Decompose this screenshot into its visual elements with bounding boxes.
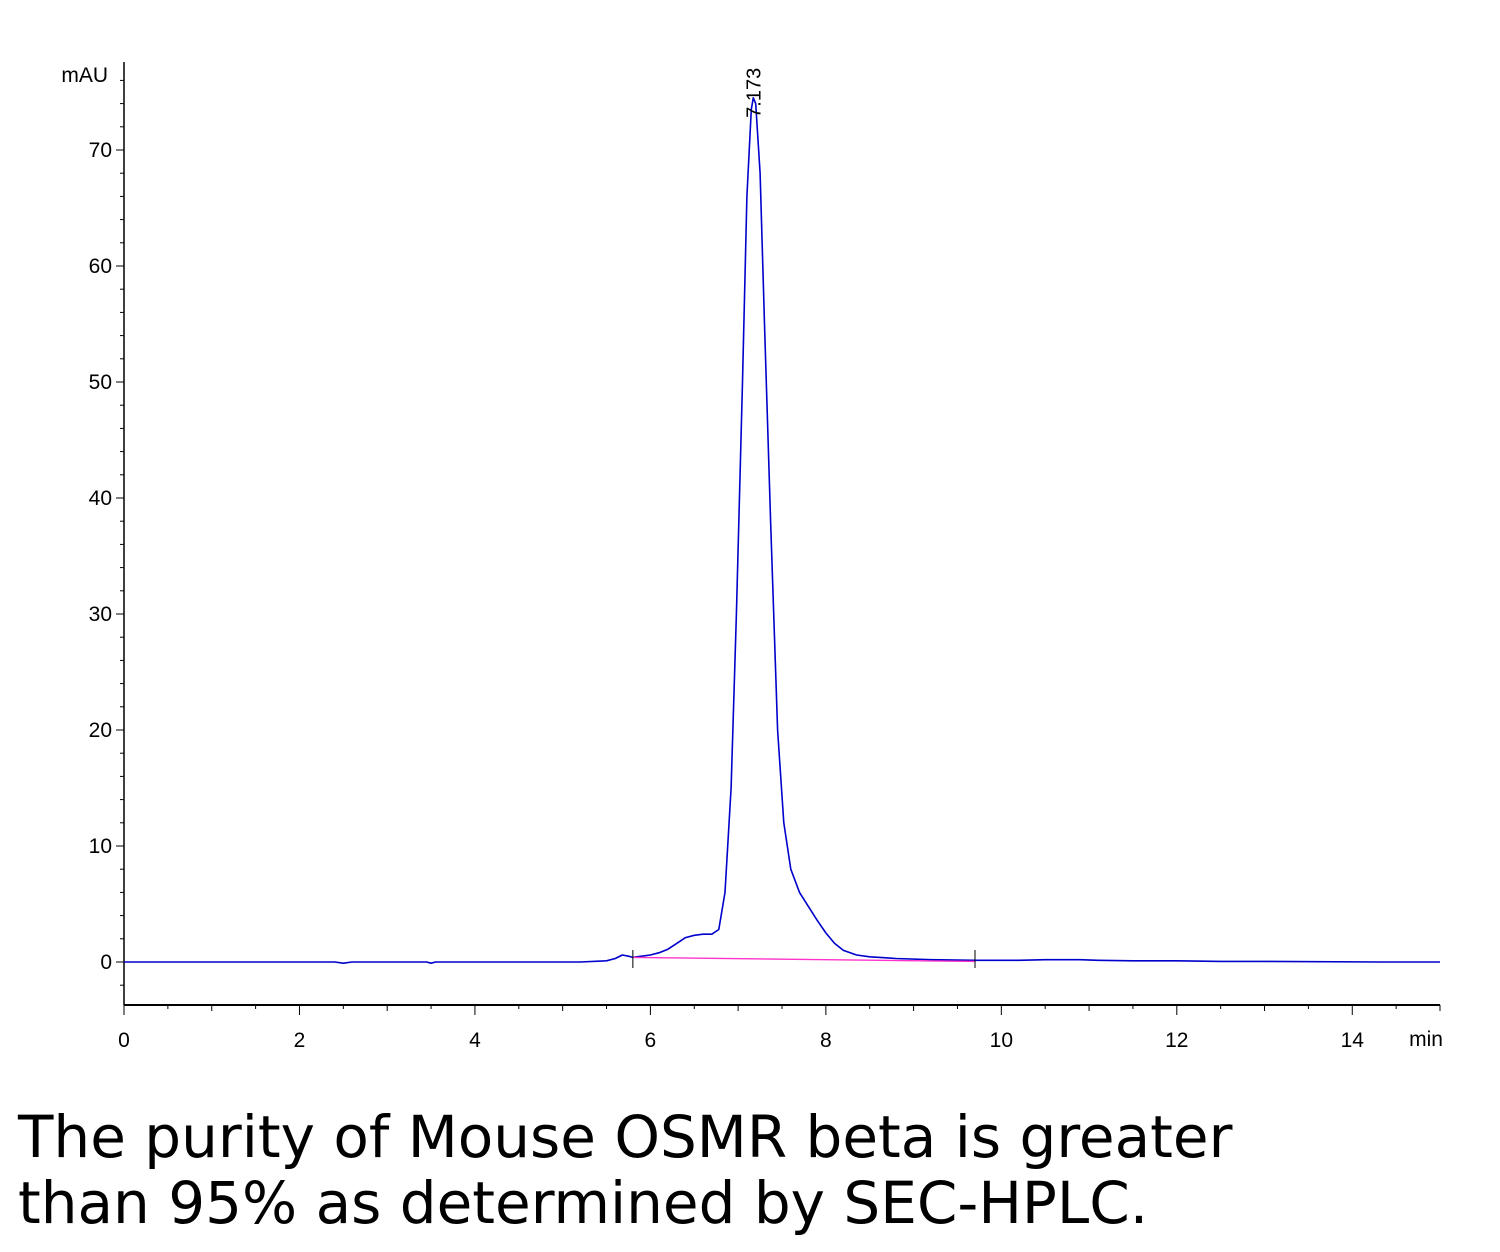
y-tick-label: 40: [89, 487, 112, 510]
x-tick-label: 2: [294, 1029, 306, 1052]
x-tick-label: 12: [1165, 1029, 1188, 1052]
annotations: 7.173: [632, 68, 976, 968]
chromatogram-trace: [124, 97, 1440, 964]
x-unit-label: min: [1409, 1028, 1443, 1051]
y-tick-label: 10: [89, 835, 112, 858]
chromatogram-chart: 0 10 20 30 40 50 60 70 0 2 4 6 8 10 12 14 7.173 mAU mi…: [61, 62, 1443, 1052]
x-tick-label: 10: [990, 1029, 1013, 1052]
series-layer: [124, 97, 1440, 964]
y-tick-label: 0: [100, 951, 112, 974]
y-axis: 0 10 20 30 40 50 60 70: [89, 62, 125, 1005]
x-axis: 0 2 4 6 8 10 12 14: [118, 1004, 1441, 1052]
x-tick-label: 14: [1341, 1029, 1365, 1052]
y-tick-label: 60: [89, 255, 112, 278]
x-tick-label: 4: [469, 1029, 481, 1052]
x-tick-label: 0: [118, 1029, 130, 1052]
y-tick-label: 30: [89, 603, 112, 626]
peak-label: 7.173: [743, 68, 765, 118]
caption-line-1: The purity of Mouse OSMR beta is greater: [18, 1103, 1233, 1171]
y-unit-label: mAU: [61, 64, 108, 87]
x-tick-label: 8: [820, 1029, 832, 1052]
y-tick-label: 50: [89, 371, 112, 394]
y-tick-label: 70: [89, 139, 112, 162]
y-tick-label: 20: [89, 719, 112, 742]
caption: The purity of Mouse OSMR beta is greater…: [18, 1104, 1478, 1236]
caption-line-2: than 95% as determined by SEC-HPLC.: [18, 1169, 1149, 1237]
x-tick-label: 6: [645, 1029, 657, 1052]
baseline-trace: [632, 956, 976, 963]
